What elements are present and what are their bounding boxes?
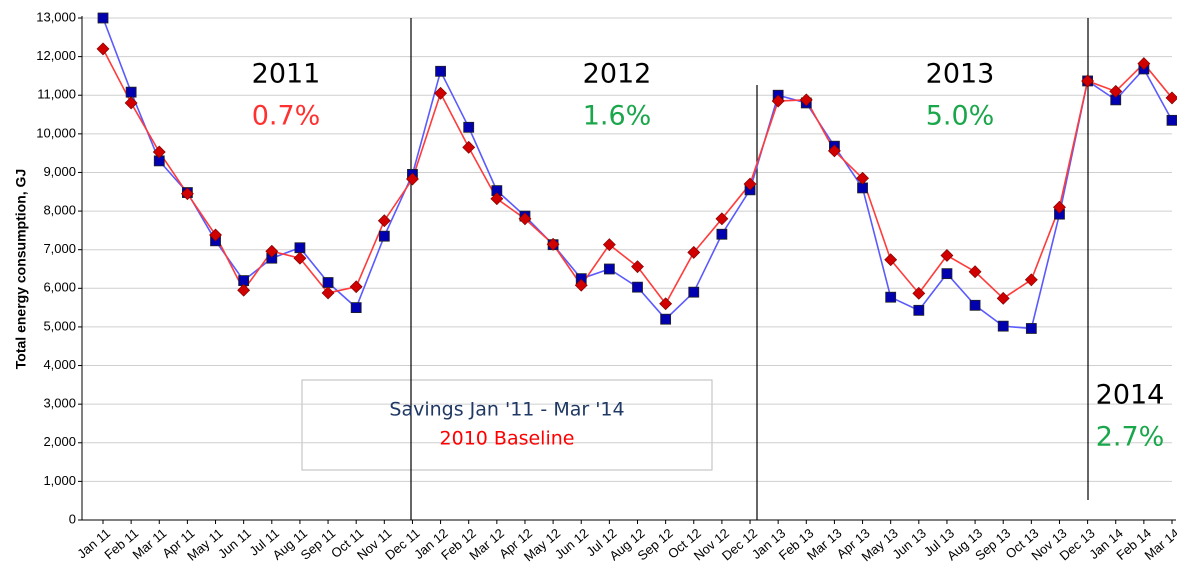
marker — [997, 320, 1009, 332]
marker — [125, 86, 137, 98]
marker — [434, 86, 448, 100]
marker — [1053, 200, 1066, 214]
marker — [293, 251, 307, 265]
annotation-savings: 0.7% — [252, 101, 321, 132]
y-tick-label: 6,000 — [43, 280, 76, 295]
y-tick-label: 4,000 — [43, 357, 76, 372]
marker — [1081, 74, 1095, 88]
marker — [406, 172, 419, 186]
y-tick-label: 12,000 — [36, 48, 76, 63]
marker — [688, 286, 700, 298]
marker — [715, 212, 729, 226]
marker — [940, 249, 954, 262]
marker — [912, 286, 926, 300]
marker — [1166, 114, 1177, 126]
marker — [377, 214, 391, 228]
annotation-year: 2012 — [583, 59, 652, 90]
marker — [602, 238, 616, 252]
y-tick-label: 11,000 — [37, 87, 76, 102]
y-tick-label: 9,000 — [43, 164, 76, 179]
y-tick-label: 0 — [69, 511, 76, 526]
annotation-savings: 5.0% — [926, 101, 995, 132]
marker — [180, 187, 194, 201]
annotation-savings: 1.6% — [583, 101, 652, 132]
marker — [996, 291, 1010, 305]
y-tick-label: 7,000 — [43, 241, 76, 256]
marker — [632, 281, 643, 293]
y-tick-label: 3,000 — [43, 396, 76, 411]
marker — [856, 171, 869, 185]
marker — [913, 304, 925, 316]
annotation-savings: 2.7% — [1096, 422, 1165, 453]
marker — [1137, 57, 1151, 70]
marker — [884, 253, 898, 267]
marker — [687, 245, 701, 259]
y-tick-label: 10,000 — [36, 125, 76, 140]
marker — [1024, 273, 1038, 287]
marker — [716, 228, 728, 240]
marker — [771, 94, 785, 108]
legend-label: 2010 Baseline — [440, 428, 575, 450]
marker — [209, 228, 222, 242]
marker — [124, 96, 138, 110]
marker — [827, 144, 841, 158]
marker — [265, 244, 279, 258]
marker — [462, 140, 476, 154]
marker — [96, 42, 110, 56]
marker — [968, 265, 982, 279]
marker — [349, 280, 363, 294]
legend-label: Savings Jan '11 - Mar '14 — [389, 399, 624, 421]
marker — [322, 277, 334, 288]
marker — [1025, 323, 1037, 334]
y-tick-label: 1,000 — [43, 473, 76, 488]
marker — [350, 302, 362, 314]
marker — [885, 291, 897, 303]
marker — [97, 12, 109, 24]
marker — [574, 278, 588, 292]
legend-box — [301, 379, 713, 471]
marker — [463, 121, 475, 133]
marker — [1109, 84, 1123, 98]
marker — [321, 286, 335, 300]
annotation-year: 2011 — [252, 59, 321, 90]
marker — [435, 65, 446, 77]
marker — [603, 263, 615, 275]
marker — [546, 237, 560, 251]
y-axis-label: Total energy consumption, GJ — [13, 169, 29, 369]
annotation-year: 2014 — [1096, 380, 1165, 411]
marker — [659, 297, 673, 311]
marker — [237, 283, 251, 297]
marker — [660, 313, 672, 325]
marker — [518, 212, 532, 226]
marker — [1165, 91, 1177, 105]
y-tick-label: 5,000 — [43, 318, 76, 333]
marker — [799, 93, 813, 107]
marker — [969, 299, 981, 311]
y-tick-label: 8,000 — [43, 203, 76, 218]
marker — [152, 145, 166, 159]
annotation-year: 2013 — [926, 59, 995, 90]
marker — [631, 260, 644, 274]
marker — [743, 177, 757, 191]
marker — [294, 242, 306, 254]
marker — [490, 192, 504, 206]
y-tick-label: 13,000 — [36, 9, 76, 24]
marker — [941, 268, 953, 280]
marker — [378, 230, 390, 242]
y-tick-label: 2,000 — [43, 434, 76, 449]
